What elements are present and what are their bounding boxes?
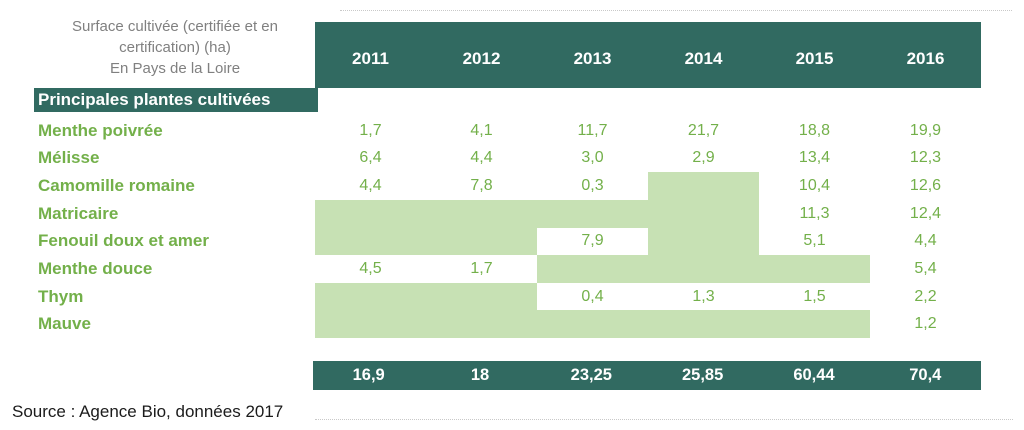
row-label-matricaire: Matricaire (38, 203, 119, 223)
cell-menthe-douce-2014 (648, 255, 759, 283)
row-label-fenouil: Fenouil doux et amer (38, 231, 209, 251)
data-table: Menthe poivrée 1,7 4,1 11,7 21,7 18,8 19… (34, 117, 981, 338)
cell-menthe-douce-2012: 1,7 (470, 259, 493, 277)
table-title: Surface cultivée (certifiée et en certif… (35, 16, 315, 79)
cell-matricaire-2016: 12,4 (909, 204, 942, 222)
cell-menthe-poivree-2012: 4,1 (470, 121, 493, 139)
cell-matricaire-2015: 11,3 (799, 204, 830, 222)
totals-row: 16,9 18 23,25 25,85 60,44 70,4 (313, 361, 981, 390)
cell-menthe-douce-2016: 5,4 (914, 259, 937, 277)
total-2012: 18 (470, 366, 490, 384)
cell-melisse-2014: 2,9 (692, 149, 715, 167)
cell-mauve-2012 (426, 310, 537, 338)
cell-thym-2015: 1,5 (803, 287, 826, 305)
cell-mauve-2016: 1,2 (914, 315, 937, 333)
cell-fenouil-2014 (648, 227, 759, 256)
cell-thym-2013: 0,4 (581, 287, 604, 305)
cell-mauve-2011 (315, 310, 426, 338)
cell-melisse-2011: 6,4 (359, 149, 382, 167)
cell-menthe-douce-2015 (759, 255, 870, 283)
cell-matricaire-2011 (315, 199, 426, 228)
row-label-camomille-romaine: Camomille romaine (38, 176, 195, 196)
row-label-menthe-poivree: Menthe poivrée (38, 120, 163, 140)
year-header-2012: 2012 (462, 49, 501, 68)
year-header-2016: 2016 (906, 49, 945, 68)
cell-camomille-2012: 7,8 (470, 177, 493, 195)
cell-menthe-poivree-2013: 11,7 (577, 121, 608, 139)
year-header-row: 2011 2012 2013 2014 2015 2016 (315, 22, 981, 88)
cell-fenouil-2013: 7,9 (581, 232, 604, 250)
section-header: Principales plantes cultivées (34, 88, 318, 112)
row-label-melisse: Mélisse (38, 148, 100, 168)
cell-fenouil-2016: 4,4 (914, 232, 937, 250)
cell-melisse-2015: 13,4 (798, 149, 831, 167)
cell-melisse-2016: 12,3 (909, 149, 942, 167)
table-title-line2: certification) (ha) (119, 39, 231, 56)
cell-fenouil-2015: 5,1 (803, 232, 826, 250)
total-2015: 60,44 (793, 366, 835, 384)
table-top-border (340, 10, 1012, 11)
table-bottom-border (315, 419, 1013, 420)
cell-thym-2014: 1,3 (692, 287, 715, 305)
table-title-line1: Surface cultivée (certifiée et en (72, 18, 278, 35)
cell-melisse-2013: 3,0 (581, 149, 604, 167)
cell-fenouil-2012 (426, 227, 537, 256)
year-header-2011: 2011 (352, 49, 389, 68)
cell-thym-2011 (315, 282, 426, 311)
cell-menthe-poivree-2014: 21,7 (687, 121, 720, 139)
total-2014: 25,85 (682, 366, 724, 384)
year-header-2014: 2014 (684, 49, 723, 68)
cell-mauve-2014 (648, 310, 759, 338)
cell-matricaire-2012 (426, 199, 537, 228)
row-label-menthe-douce: Menthe douce (38, 258, 153, 278)
total-2016: 70,4 (909, 366, 942, 384)
cell-mauve-2015 (759, 310, 870, 338)
total-2011: 16,9 (352, 366, 385, 384)
table-title-line3: En Pays de la Loire (109, 60, 241, 77)
cell-menthe-poivree-2015: 18,8 (798, 121, 831, 139)
row-label-thym: Thym (38, 286, 84, 306)
year-header-2013: 2013 (573, 49, 612, 68)
cell-mauve-2013 (537, 310, 648, 338)
total-2013: 23,25 (570, 366, 612, 384)
source-note: Source : Agence Bio, données 2017 (12, 402, 284, 421)
cell-matricaire-2014 (648, 199, 759, 228)
cell-menthe-poivree-2016: 19,9 (909, 121, 942, 139)
cell-fenouil-2011 (315, 227, 426, 256)
row-label-mauve: Mauve (38, 314, 91, 334)
cell-menthe-douce-2013 (537, 255, 648, 283)
cell-camomille-2013: 0,3 (581, 177, 604, 195)
cell-camomille-2011: 4,4 (359, 177, 382, 195)
cell-thym-2016: 2,2 (914, 287, 937, 305)
year-header-2015: 2015 (795, 49, 834, 68)
cell-thym-2012 (426, 282, 537, 311)
cell-camomille-2015: 10,4 (798, 177, 831, 195)
cell-matricaire-2013 (537, 199, 648, 228)
cell-menthe-poivree-2011: 1,7 (359, 121, 382, 139)
cell-melisse-2012: 4,4 (470, 149, 493, 167)
cell-menthe-douce-2011: 4,5 (359, 259, 382, 277)
cell-camomille-2014 (648, 172, 759, 200)
cell-camomille-2016: 12,6 (909, 177, 942, 195)
